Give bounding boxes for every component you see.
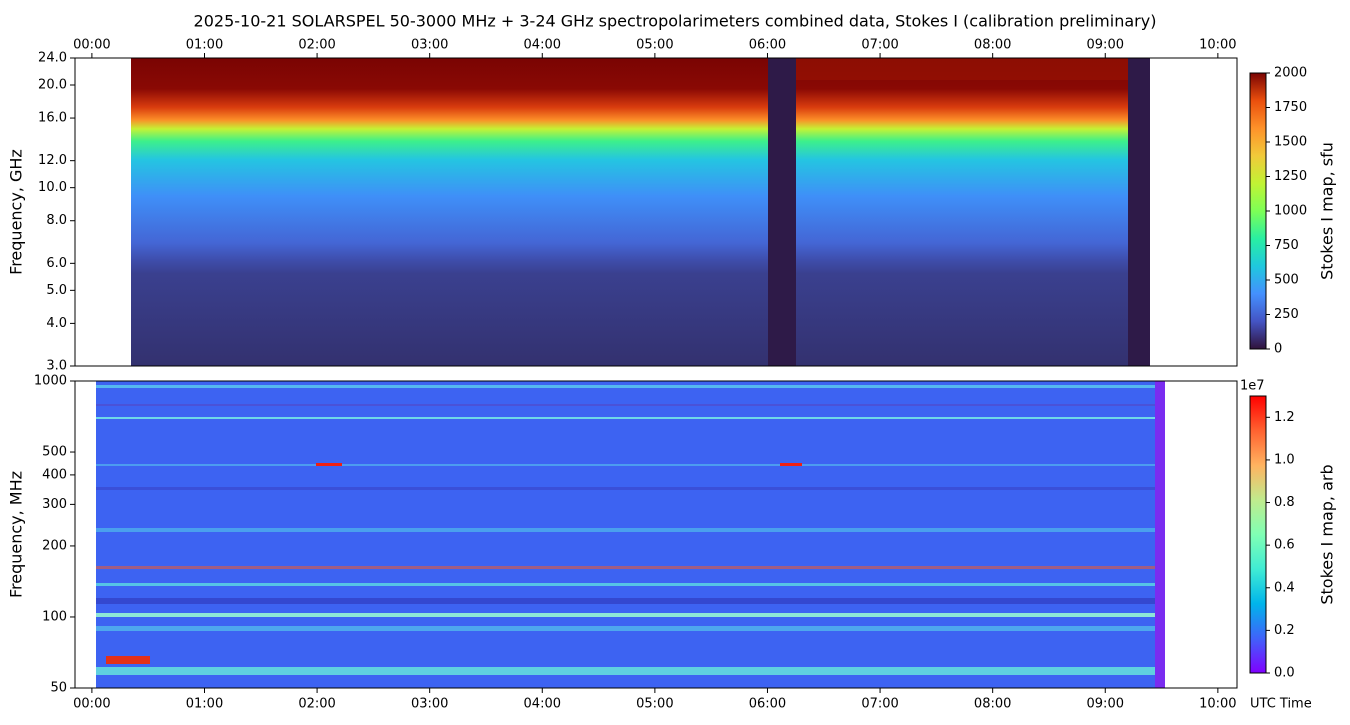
y-tick-label: 400 xyxy=(42,467,67,482)
x-tick-label: 06:00 xyxy=(749,38,786,53)
y-tick-label: 500 xyxy=(42,445,67,460)
y-tick-label: 100 xyxy=(42,609,67,624)
x-tick-label: 05:00 xyxy=(636,697,673,712)
colorbar-tick-label: 2000 xyxy=(1274,66,1307,81)
spectrogram-ghz xyxy=(131,58,1150,366)
y-tick-label: 12.0 xyxy=(38,153,67,168)
colorbar xyxy=(1249,72,1267,350)
axes-frame xyxy=(74,380,1238,689)
colorbar-tick-label: 0 xyxy=(1274,342,1282,357)
y-axis-label: Frequency, MHz xyxy=(7,471,26,598)
colorbar-tick-label: 0.6 xyxy=(1274,538,1295,553)
x-tick-label: 07:00 xyxy=(861,697,898,712)
colorbar-tick-label: 1250 xyxy=(1274,169,1307,184)
axes-frame xyxy=(74,57,1238,367)
y-tick-label: 200 xyxy=(42,538,67,553)
x-tick-label: 08:00 xyxy=(974,697,1011,712)
x-tick-label: 05:00 xyxy=(636,38,673,53)
y-tick-label: 300 xyxy=(42,497,67,512)
colorbar-tick-label: 1000 xyxy=(1274,204,1307,219)
y-tick-label: 10.0 xyxy=(38,180,67,195)
x-tick-label: 09:00 xyxy=(1087,697,1124,712)
y-tick-label: 5.0 xyxy=(46,283,67,298)
x-axis-label: UTC Time xyxy=(1250,697,1312,712)
y-tick-label: 8.0 xyxy=(46,213,67,228)
y-tick-label: 20.0 xyxy=(38,78,67,93)
y-axis-label: Frequency, GHz xyxy=(7,149,26,275)
x-tick-label: 10:00 xyxy=(1199,697,1236,712)
x-tick-label: 03:00 xyxy=(411,38,448,53)
y-tick-label: 6.0 xyxy=(46,256,67,271)
colorbar-tick-label: 1750 xyxy=(1274,100,1307,115)
x-tick-label: 01:00 xyxy=(186,38,223,53)
y-tick-label: 4.0 xyxy=(46,316,67,331)
x-tick-label: 10:00 xyxy=(1199,38,1236,53)
x-tick-label: 04:00 xyxy=(524,697,561,712)
colorbar-tick-label: 250 xyxy=(1274,307,1299,322)
colorbar xyxy=(1249,395,1267,674)
x-tick-label: 00:00 xyxy=(73,697,110,712)
x-tick-label: 03:00 xyxy=(411,697,448,712)
x-tick-label: 01:00 xyxy=(186,697,223,712)
colorbar-tick-label: 0.2 xyxy=(1274,623,1295,638)
colorbar-label: Stokes I map, sfu xyxy=(1318,142,1337,280)
colorbar-tick-label: 750 xyxy=(1274,238,1299,253)
x-tick-label: 07:00 xyxy=(861,38,898,53)
colorbar-tick-label: 500 xyxy=(1274,273,1299,288)
x-tick-label: 02:00 xyxy=(298,697,335,712)
colorbar-tick-label: 0.0 xyxy=(1274,666,1295,681)
colorbar-label: Stokes I map, arb xyxy=(1318,464,1337,604)
chart-title: 2025-10-21 SOLARSPEL 50-3000 MHz + 3-24 … xyxy=(194,12,1157,31)
y-tick-label: 3.0 xyxy=(46,359,67,374)
x-tick-label: 02:00 xyxy=(298,38,335,53)
x-tick-label: 00:00 xyxy=(73,38,110,53)
y-tick-label: 16.0 xyxy=(38,111,67,126)
spectrogram-mhz xyxy=(96,381,1165,688)
x-tick-label: 08:00 xyxy=(974,38,1011,53)
colorbar-offset: 1e7 xyxy=(1240,379,1265,394)
y-tick-label: 50 xyxy=(50,681,67,696)
x-tick-label: 04:00 xyxy=(524,38,561,53)
colorbar-tick-label: 1.2 xyxy=(1274,410,1295,425)
y-tick-label: 1000 xyxy=(34,374,67,389)
x-tick-label: 06:00 xyxy=(749,697,786,712)
colorbar-tick-label: 1500 xyxy=(1274,135,1307,150)
colorbar-tick-label: 0.8 xyxy=(1274,495,1295,510)
colorbar-tick-label: 0.4 xyxy=(1274,580,1295,595)
y-tick-label: 24.0 xyxy=(38,51,67,66)
x-tick-label: 09:00 xyxy=(1087,38,1124,53)
colorbar-tick-label: 1.0 xyxy=(1274,452,1295,467)
